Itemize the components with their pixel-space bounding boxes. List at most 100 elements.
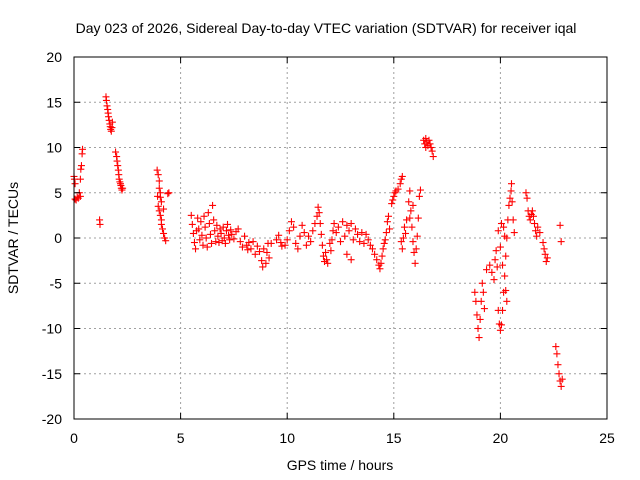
data-point <box>379 245 387 253</box>
data-point <box>196 236 204 244</box>
data-point <box>406 214 414 222</box>
data-point <box>112 148 120 156</box>
y-tick-label: -20 <box>42 411 62 427</box>
data-point <box>403 216 411 224</box>
data-point <box>501 232 509 240</box>
data-point <box>265 254 273 262</box>
data-point <box>413 232 421 240</box>
data-point <box>156 211 164 219</box>
data-point <box>226 236 234 244</box>
gridlines <box>74 57 607 419</box>
data-points <box>70 93 566 390</box>
data-point <box>211 227 219 235</box>
data-point <box>225 231 233 239</box>
data-point <box>555 370 563 378</box>
data-point <box>236 238 244 246</box>
data-point <box>377 259 385 267</box>
data-point <box>539 239 547 247</box>
data-point <box>368 245 376 253</box>
data-point <box>332 229 340 237</box>
data-point <box>219 223 227 231</box>
x-tick-label: 20 <box>493 430 509 446</box>
data-point <box>478 279 486 287</box>
data-point <box>77 162 85 170</box>
data-point <box>154 192 162 200</box>
data-point <box>278 242 286 250</box>
data-point <box>113 157 121 165</box>
data-point <box>542 258 550 266</box>
data-point <box>496 243 504 251</box>
data-point <box>529 212 537 220</box>
data-point <box>263 248 271 256</box>
data-point <box>425 136 433 144</box>
data-point <box>287 218 295 226</box>
data-point <box>190 239 198 247</box>
data-point <box>259 263 267 271</box>
data-point <box>429 153 437 161</box>
data-point <box>105 113 113 121</box>
data-point <box>260 245 268 253</box>
data-point <box>426 140 434 148</box>
data-point <box>411 259 419 267</box>
y-tick-label: -10 <box>42 321 62 337</box>
data-point <box>319 252 327 260</box>
data-point <box>558 375 566 383</box>
data-point <box>323 256 331 264</box>
data-point <box>157 198 165 206</box>
data-point <box>192 245 200 253</box>
data-point <box>210 216 218 224</box>
y-tick-label: 5 <box>54 185 62 201</box>
data-point <box>160 229 168 237</box>
data-point <box>220 234 228 242</box>
data-point <box>398 245 406 253</box>
data-point <box>108 118 116 126</box>
data-point <box>508 198 516 206</box>
data-point <box>526 216 534 224</box>
data-point <box>302 241 310 249</box>
data-point <box>247 245 255 253</box>
data-point <box>474 325 482 332</box>
data-point <box>345 227 353 235</box>
data-point <box>158 225 166 233</box>
chart-title: Day 023 of 2026, Sidereal Day-to-day VTE… <box>76 20 577 36</box>
y-tick-labels: -20 -15 -10 -5 0 5 10 15 20 <box>42 49 62 427</box>
data-point <box>471 288 479 296</box>
data-point <box>409 201 417 209</box>
data-point <box>96 220 104 228</box>
data-point <box>227 226 235 234</box>
data-point <box>493 263 501 271</box>
data-point <box>412 245 420 253</box>
data-point <box>507 187 515 195</box>
data-point <box>360 239 368 247</box>
data-point <box>499 306 507 314</box>
data-point <box>313 212 321 220</box>
data-point <box>406 187 414 195</box>
data-point <box>496 326 504 334</box>
data-point <box>213 221 221 229</box>
data-point <box>501 272 509 280</box>
data-point <box>188 220 196 228</box>
data-point <box>326 239 334 247</box>
data-point <box>343 250 351 258</box>
data-point <box>324 259 332 267</box>
data-point <box>409 238 417 246</box>
data-point <box>497 321 505 329</box>
data-point <box>347 256 355 264</box>
data-point <box>477 297 485 305</box>
data-point <box>528 207 536 215</box>
data-point <box>492 247 500 255</box>
data-point <box>499 261 507 269</box>
data-point <box>298 221 306 229</box>
data-point <box>153 166 161 174</box>
data-point <box>195 225 203 233</box>
data-point <box>428 147 436 155</box>
data-point <box>209 201 217 209</box>
data-point <box>157 220 165 228</box>
data-point <box>381 236 389 244</box>
data-point <box>238 243 246 251</box>
data-point <box>554 361 562 369</box>
data-point <box>253 242 261 250</box>
data-point <box>294 245 302 253</box>
data-point <box>215 239 223 247</box>
data-point <box>402 229 410 237</box>
